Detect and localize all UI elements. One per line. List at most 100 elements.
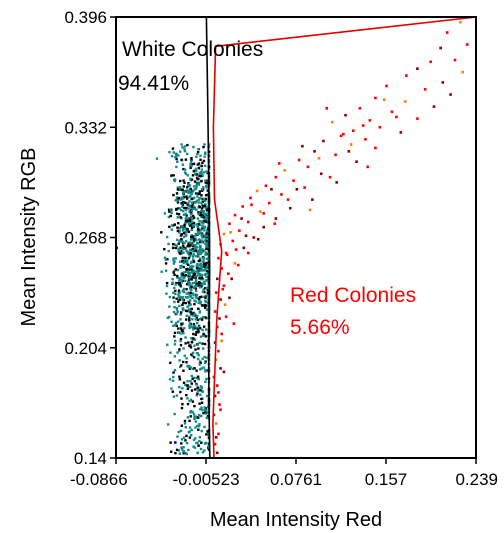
white-colony-point	[195, 326, 199, 330]
red-colony-point	[390, 110, 394, 114]
white-colony-point	[206, 411, 210, 415]
white-colony-point	[196, 389, 200, 392]
white-colony-point	[201, 408, 204, 412]
white-colony-point	[186, 379, 189, 383]
white-colony-point	[184, 439, 187, 442]
white-colony-point	[199, 231, 202, 235]
white-colony-point	[205, 229, 209, 232]
white-colony-point	[199, 252, 202, 256]
white-colony-point	[205, 275, 208, 279]
white-colony-point	[202, 366, 205, 369]
white-colony-point	[204, 328, 208, 331]
white-colony-point	[190, 157, 193, 160]
white-colony-point	[194, 426, 197, 429]
white-colony-point	[182, 436, 186, 440]
white-colony-point	[187, 283, 191, 287]
white-colony-point	[175, 306, 178, 310]
white-colony-point	[201, 282, 204, 285]
white-colony-point	[171, 242, 175, 246]
white-colony-point	[204, 368, 207, 372]
white-colonies-label: White Colonies	[122, 38, 263, 61]
white-colony-point	[177, 242, 180, 245]
white-colony-point	[173, 269, 176, 273]
red-colony-point	[405, 74, 408, 77]
white-colony-point	[190, 382, 193, 385]
white-colony-point	[183, 241, 186, 245]
white-colony-point	[181, 360, 185, 364]
white-colony-point	[198, 311, 201, 314]
white-colony-point	[173, 369, 177, 372]
white-colony-point	[186, 402, 190, 406]
red-colony-point	[273, 222, 277, 226]
white-colony-point	[198, 240, 202, 244]
white-colony-point	[197, 377, 201, 381]
white-colony-point	[189, 241, 192, 244]
white-colony-point	[188, 301, 191, 304]
white-colony-point	[182, 167, 185, 171]
white-colony-point	[193, 180, 197, 183]
white-colony-point	[195, 383, 199, 386]
white-colony-point	[186, 143, 189, 147]
white-colony-point	[199, 278, 203, 281]
white-colony-point	[201, 161, 204, 165]
white-colony-point	[184, 301, 188, 305]
red-colony-point	[249, 196, 252, 200]
white-colony-point	[194, 280, 198, 283]
white-colony-point	[189, 252, 192, 255]
white-colony-point	[201, 214, 204, 217]
white-colony-point	[197, 181, 200, 185]
white-colony-point	[206, 414, 210, 418]
red-colony-point	[344, 113, 347, 117]
white-colony-point	[179, 390, 182, 394]
red-colony-point	[361, 124, 365, 127]
white-colony-point	[184, 274, 188, 277]
x-axis-label: Mean Intensity Red	[210, 509, 382, 531]
red-colony-point	[214, 436, 218, 439]
red-colony-point	[378, 125, 382, 129]
white-colony-point	[203, 410, 207, 414]
white-colony-point	[202, 210, 206, 213]
red-colony-point	[252, 236, 256, 239]
red-colony-point	[232, 322, 236, 325]
white-colony-point	[175, 207, 178, 211]
white-colony-point	[202, 332, 205, 336]
white-colony-point	[172, 395, 176, 398]
red-colony-point	[306, 165, 310, 169]
white-colony-point	[188, 268, 191, 271]
white-colony-point	[178, 240, 181, 243]
white-colony-point	[197, 444, 200, 447]
red-colony-point	[274, 175, 278, 179]
white-colony-point	[191, 400, 194, 403]
white-colony-point	[181, 205, 184, 209]
white-colony-point	[197, 162, 201, 165]
white-colony-point	[200, 201, 203, 205]
white-colony-point	[183, 223, 186, 227]
white-colony-point	[205, 377, 208, 381]
white-colony-point	[191, 296, 194, 300]
white-colony-point	[184, 218, 188, 221]
white-colony-point	[177, 327, 180, 330]
white-colony-point	[178, 277, 181, 280]
white-colony-point	[197, 428, 200, 431]
white-colony-point	[196, 249, 200, 253]
white-colony-point	[183, 225, 186, 228]
white-colony-point	[199, 209, 203, 213]
white-colony-point	[206, 294, 210, 297]
white-colony-point	[185, 249, 188, 253]
red-colony-point	[283, 169, 287, 172]
white-colony-point	[192, 260, 196, 263]
white-colony-point	[182, 369, 185, 372]
white-colony-point	[177, 289, 181, 292]
white-colony-point	[179, 313, 182, 316]
white-colony-point	[202, 334, 205, 337]
white-colony-point	[196, 375, 200, 378]
white-colony-point	[204, 412, 208, 415]
red-colony-point	[364, 138, 367, 141]
white-colony-point	[198, 171, 201, 175]
white-colony-point	[191, 367, 195, 371]
white-colony-point	[195, 238, 198, 242]
white-colony-point	[181, 146, 184, 149]
white-colony-point	[187, 448, 190, 452]
white-colony-point	[187, 191, 190, 195]
white-colony-point	[195, 369, 198, 372]
